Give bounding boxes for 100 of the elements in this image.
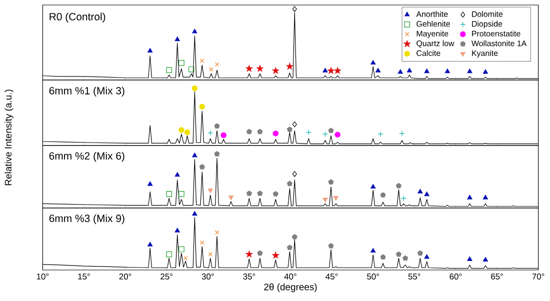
- point: [199, 104, 206, 110]
- point: [424, 254, 430, 259]
- point: [370, 60, 376, 65]
- point: [380, 254, 386, 260]
- point: [328, 179, 334, 184]
- point: [166, 67, 172, 73]
- point: [406, 68, 412, 72]
- point: [322, 131, 328, 137]
- point: [246, 250, 253, 258]
- x-tick-label: 40°: [284, 274, 296, 280]
- point: [272, 67, 280, 74]
- point: [192, 152, 198, 158]
- point: [444, 68, 450, 74]
- x-tick-label: 35°: [243, 274, 256, 280]
- point: [418, 188, 423, 194]
- point: [424, 68, 430, 74]
- point: [272, 191, 278, 196]
- point: [214, 62, 220, 67]
- point: [246, 128, 252, 134]
- point: [192, 28, 198, 34]
- point: [192, 85, 198, 92]
- point: [286, 126, 292, 132]
- point: [482, 69, 488, 74]
- point: [328, 243, 334, 248]
- point: [396, 251, 402, 257]
- point: [322, 198, 328, 202]
- point: [292, 171, 297, 177]
- point: [214, 151, 220, 156]
- chart-title: R0 (Control): [50, 12, 106, 22]
- point: [370, 184, 376, 189]
- point: [166, 251, 172, 258]
- point: [228, 196, 234, 200]
- point: [328, 128, 334, 134]
- point: [207, 130, 214, 136]
- point: [220, 132, 226, 138]
- point: [174, 172, 180, 177]
- point: [370, 248, 376, 253]
- point: [257, 128, 263, 134]
- point: [376, 68, 381, 72]
- point: [257, 190, 263, 196]
- point: [208, 188, 213, 194]
- point: [178, 191, 184, 197]
- point: [292, 234, 298, 240]
- point: [398, 69, 403, 74]
- point: [148, 181, 153, 186]
- point: [322, 68, 328, 72]
- x-tick-label: 60°: [450, 274, 462, 280]
- y-axis-title: Relative Intensity (a.u.): [4, 90, 14, 186]
- point: [424, 192, 430, 196]
- x-tick-label: 10°: [36, 274, 49, 280]
- x-tick-label: 65°: [491, 274, 503, 280]
- point: [292, 6, 297, 12]
- point: [402, 255, 408, 261]
- point: [148, 242, 153, 246]
- point: [286, 62, 294, 70]
- x-tick-label: 70°: [532, 274, 544, 280]
- point: [286, 244, 292, 250]
- point: [174, 36, 180, 42]
- x-tick-label: 15°: [78, 274, 90, 280]
- point: [246, 190, 252, 196]
- point: [199, 164, 205, 170]
- point: [292, 121, 297, 128]
- point: [174, 228, 180, 232]
- point: [334, 67, 341, 74]
- point: [200, 58, 204, 63]
- point: [184, 129, 190, 136]
- chart-title: 6mm %2 (Mix 6): [49, 152, 124, 162]
- x-axis-title: 2θ (degrees): [264, 283, 317, 292]
- chart-title: 6mm %3 (Mix 9): [49, 214, 124, 224]
- x-tick-label: 45°: [326, 274, 338, 280]
- point: [214, 123, 220, 128]
- point: [246, 65, 253, 72]
- point: [380, 192, 386, 198]
- point: [400, 195, 407, 202]
- point: [178, 127, 184, 133]
- chart-title: 6mm %1 (Mix 3): [49, 86, 124, 96]
- point: [214, 230, 220, 235]
- point: [183, 256, 188, 260]
- point: [209, 67, 214, 72]
- point: [272, 130, 279, 136]
- point: [208, 252, 213, 256]
- point: [148, 48, 153, 52]
- point: [272, 252, 280, 258]
- point: [378, 131, 384, 137]
- x-tick-label: 30°: [202, 274, 214, 280]
- point: [257, 250, 263, 256]
- point: [417, 250, 423, 256]
- point: [328, 67, 334, 74]
- point: [178, 246, 184, 252]
- point: [467, 256, 472, 261]
- point: [482, 194, 488, 200]
- point: [396, 182, 402, 188]
- x-tick-label: 50°: [367, 274, 379, 280]
- point: [306, 129, 312, 136]
- point: [333, 196, 338, 201]
- point: [200, 240, 204, 245]
- x-tick-label: 25°: [160, 274, 172, 280]
- point: [467, 194, 472, 200]
- x-tick-label: 55°: [408, 274, 420, 280]
- point: [256, 65, 264, 72]
